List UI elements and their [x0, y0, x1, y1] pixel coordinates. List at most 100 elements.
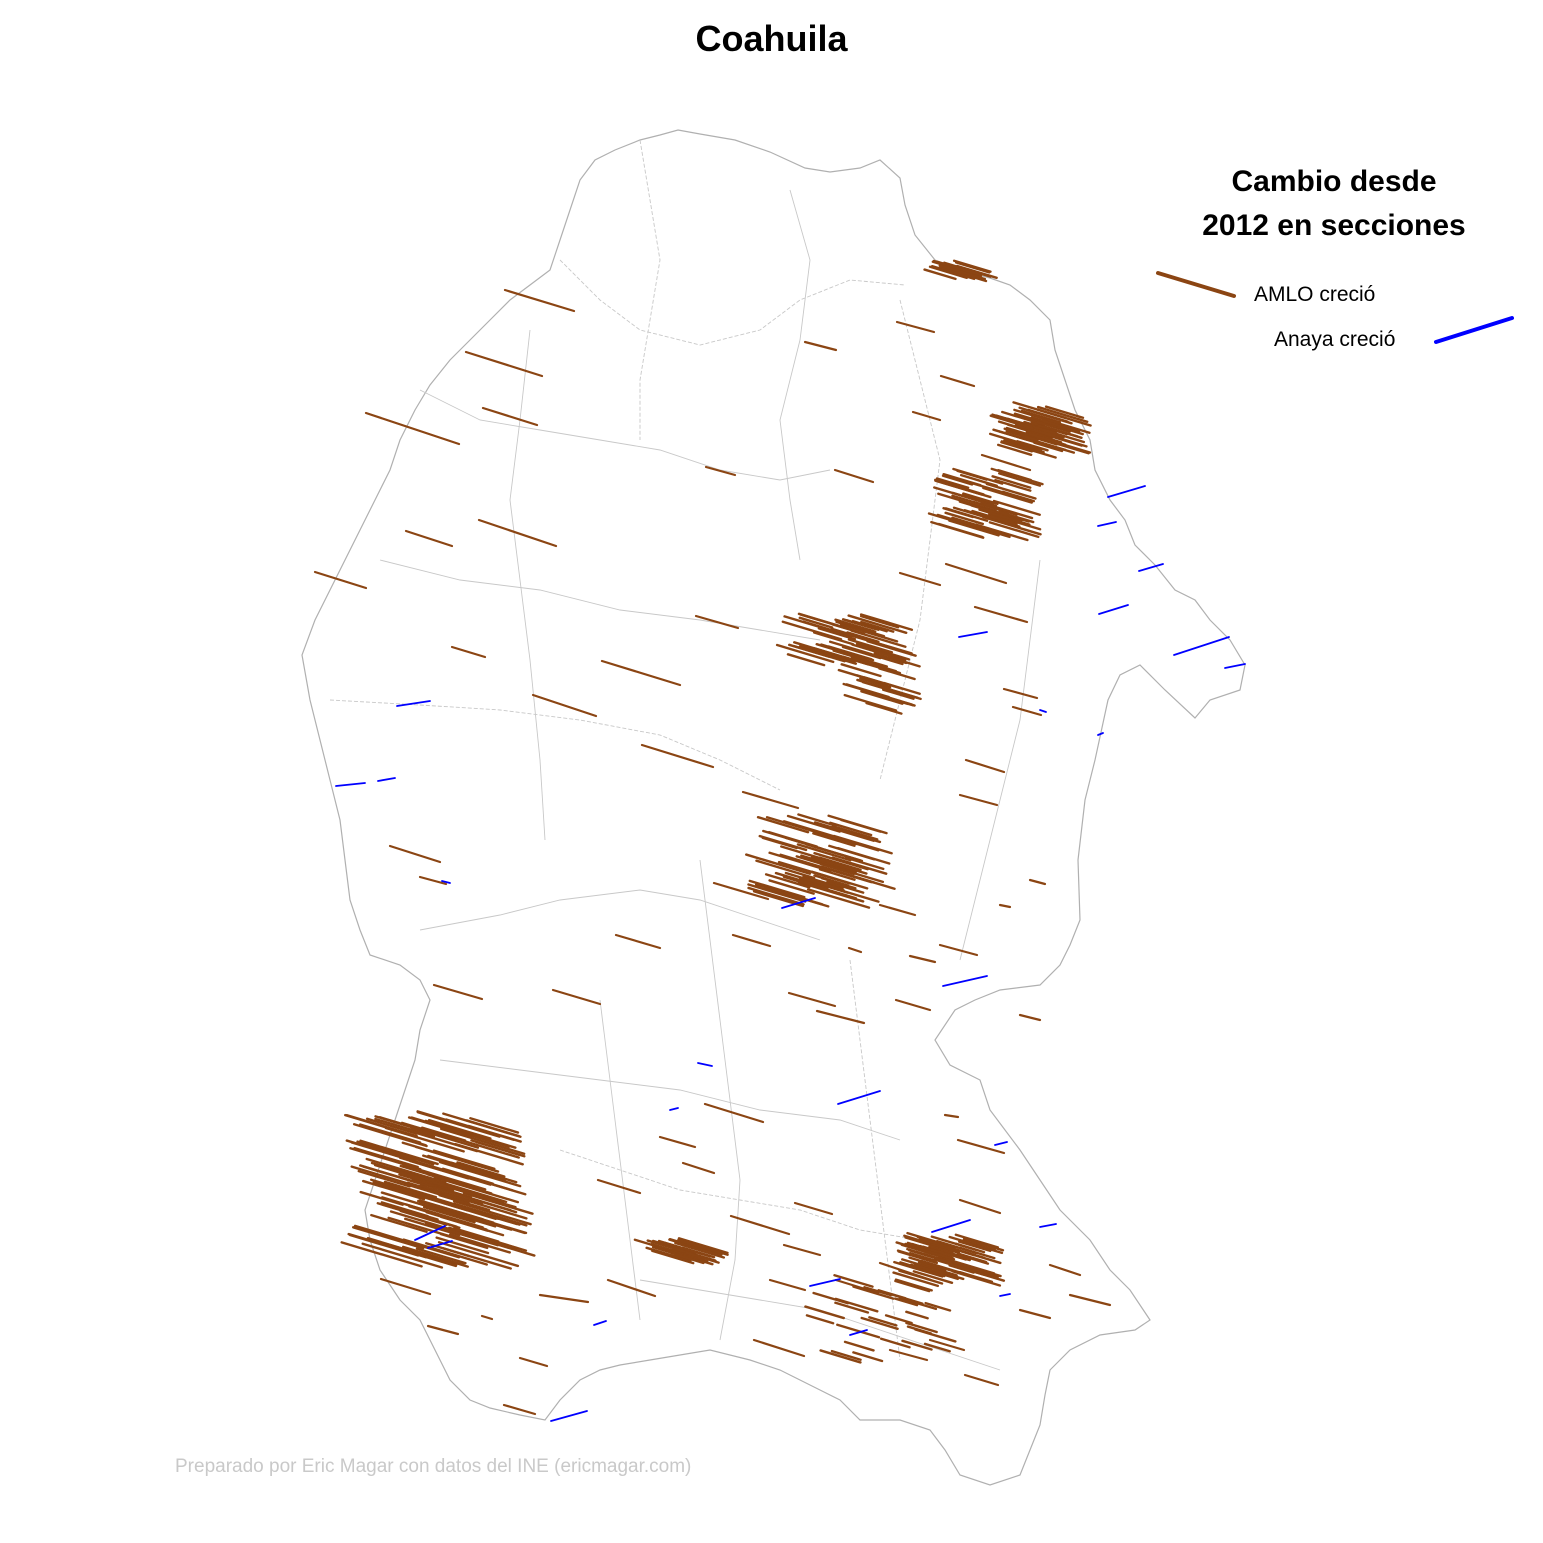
arrow-amlo: [379, 1277, 432, 1296]
arrow-amlo: [957, 1252, 988, 1264]
arrow-anaya: [1224, 663, 1246, 669]
arrow-amlo: [439, 1127, 526, 1155]
legend-label-anaya: Anaya creció: [1274, 328, 1396, 351]
arrow-amlo: [456, 1161, 506, 1178]
arrow-amlo: [452, 1200, 532, 1226]
arrow-amlo: [834, 618, 877, 633]
arrow-amlo: [865, 701, 903, 715]
arrow-amlo: [906, 1263, 946, 1278]
arrow-amlo: [898, 1269, 944, 1285]
arrow-amlo: [923, 1342, 951, 1353]
arrow-amlo: [358, 1123, 422, 1144]
arrow-amlo: [958, 793, 999, 807]
arrow-amlo: [1018, 1013, 1042, 1022]
arrow-amlo: [800, 854, 836, 867]
arrow-amlo: [930, 265, 976, 281]
arrow-amlo: [894, 1279, 931, 1293]
arrow-amlo: [668, 1237, 723, 1256]
arrow-amlo: [650, 1242, 705, 1261]
arrow-amlo: [362, 1165, 428, 1187]
arrow-amlo: [422, 1154, 485, 1175]
arrow-amlo: [962, 479, 1020, 499]
arrow-anaya: [999, 1293, 1011, 1297]
arrow-anaya: [1138, 563, 1164, 572]
municipal-border: [849, 959, 901, 1361]
arrow-amlo: [1036, 420, 1071, 433]
arrow-amlo: [843, 1340, 875, 1352]
arrow-amlo: [640, 743, 715, 769]
arrow-amlo: [370, 1213, 428, 1233]
arrow-amlo: [852, 1351, 884, 1363]
arrow-amlo: [859, 687, 913, 706]
arrow-amlo: [852, 1285, 895, 1300]
arrow-amlo: [402, 1163, 487, 1191]
arrow-amlo: [418, 875, 448, 886]
arrow-amlo: [1068, 1293, 1112, 1307]
arrow-anaya: [837, 1090, 881, 1105]
credit-text: Preparado por Eric Magar con datos del I…: [175, 1456, 692, 1477]
arrow-amlo: [828, 844, 876, 861]
municipal-border: [329, 699, 781, 791]
arrow-amlo: [1018, 406, 1073, 425]
arrow-amlo: [992, 499, 1041, 516]
arrow-amlo: [651, 1249, 695, 1265]
arrow-amlo: [408, 1205, 488, 1231]
arrow-amlo: [438, 1193, 491, 1212]
arrow-amlo: [646, 1239, 686, 1253]
arrow-amlo: [952, 467, 1004, 485]
arrow-amlo: [851, 643, 907, 662]
arrow-amlo: [906, 1241, 939, 1253]
arrow-anaya: [414, 1225, 446, 1241]
arrow-amlo: [376, 1202, 461, 1229]
arrow-amlo: [782, 1243, 822, 1257]
arrow-amlo: [994, 478, 1032, 492]
arrow-amlo: [388, 844, 442, 864]
arrow-amlo: [365, 1157, 447, 1184]
arrow-amlo: [901, 1339, 933, 1351]
arrow-amlo: [997, 420, 1032, 433]
arrow-amlo: [357, 1169, 411, 1188]
arrow-amlo: [781, 620, 843, 641]
arrow-amlo: [469, 1117, 520, 1134]
arrow-amlo: [1002, 687, 1039, 700]
arrow-amlo: [741, 790, 800, 810]
arrow-amlo: [347, 1232, 428, 1259]
arrow-amlo: [933, 486, 985, 504]
arrow-amlo: [1013, 412, 1055, 427]
arrow-amlo: [614, 933, 662, 950]
legend-arrows: [1156, 271, 1514, 344]
arrow-amlo: [420, 1176, 467, 1192]
arrow-amlo: [908, 1251, 938, 1263]
arrow-amlo: [980, 501, 1034, 520]
arrow-amlo: [956, 264, 998, 280]
arrow-amlo: [845, 619, 880, 631]
arrow-anaya: [1097, 732, 1104, 736]
arrow-amlo: [758, 834, 808, 852]
arrow-amlo: [780, 845, 837, 864]
arrow-amlo: [839, 623, 899, 643]
arrow-amlo: [892, 1271, 940, 1288]
arrow-amlo: [916, 1247, 956, 1261]
arrow-amlo: [817, 627, 857, 641]
arrow-amlo: [895, 320, 936, 334]
municipal-border: [639, 1279, 1001, 1371]
arrow-amlo: [480, 1314, 494, 1321]
arrow-amlo: [970, 504, 1023, 522]
arrow-amlo: [938, 943, 979, 957]
arrow-amlo: [793, 645, 846, 663]
arrow-anaya: [958, 631, 988, 638]
arrow-amlo: [944, 562, 1008, 585]
arrow-amlo: [674, 1241, 726, 1259]
arrow-amlo: [805, 1314, 835, 1325]
legend-arrow-anaya: [1434, 316, 1514, 344]
arrow-amlo: [518, 1356, 549, 1368]
arrow-amlo: [932, 259, 982, 277]
municipal-border: [379, 559, 821, 641]
arrow-amlo: [819, 643, 875, 662]
arrow-amlo: [951, 494, 1011, 514]
arrow-amlo: [432, 1149, 496, 1170]
arrow-amlo: [908, 954, 937, 964]
arrow-amlo: [427, 1118, 492, 1140]
municipal-border: [599, 999, 641, 1321]
legend-title: Cambio desde 2012 en secciones: [1134, 160, 1534, 248]
